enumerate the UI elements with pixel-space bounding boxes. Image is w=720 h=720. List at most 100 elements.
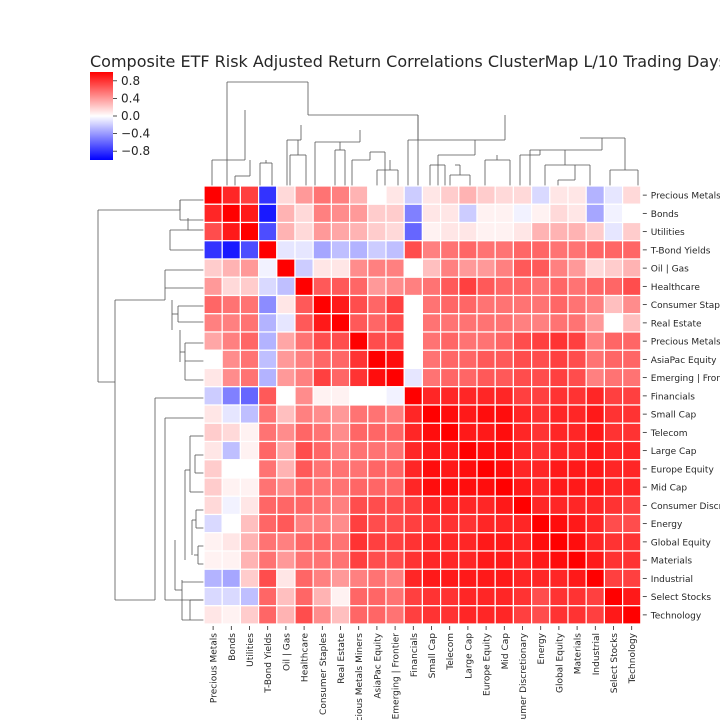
heatmap-cell — [621, 495, 642, 516]
heatmap-cell — [403, 550, 424, 570]
heatmap-cell — [603, 513, 624, 534]
heatmap-cell — [330, 586, 351, 607]
heatmap-cell — [258, 203, 278, 224]
heatmap-cell — [294, 532, 314, 552]
heatmap-cell — [403, 276, 424, 297]
heatmap-cell — [312, 349, 333, 370]
heatmap-cell — [440, 294, 460, 315]
heatmap-cell — [585, 221, 606, 242]
heatmap-cell — [203, 568, 223, 589]
heatmap-cell — [221, 495, 241, 516]
heatmap-cell — [494, 440, 515, 461]
heatmap-cell — [421, 240, 442, 260]
heatmap-cell — [258, 367, 278, 388]
heatmap-cell — [549, 185, 569, 205]
heatmap-cell — [440, 349, 460, 370]
heatmap-cell — [476, 605, 496, 625]
heatmap-cell — [458, 550, 478, 570]
heatmap-cell — [512, 294, 533, 315]
heatmap-cell — [603, 294, 624, 315]
heatmap-cell — [239, 440, 260, 461]
heatmap-cell — [476, 477, 496, 497]
heatmap-cell — [367, 349, 387, 370]
heatmap-cell — [512, 495, 533, 516]
col-label: Consumer Discretionary — [519, 632, 529, 720]
heatmap-cell — [312, 294, 333, 315]
heatmap-cell — [476, 221, 496, 242]
heatmap-cell — [403, 367, 424, 388]
heatmap-cell — [330, 495, 351, 516]
heatmap-cell — [567, 568, 587, 589]
heatmap-cell — [549, 532, 569, 552]
col-label: Technology — [628, 632, 638, 684]
heatmap-cell — [349, 513, 369, 534]
heatmap-cell — [276, 203, 296, 224]
heatmap-cell — [476, 367, 496, 388]
heatmap-cell — [621, 422, 642, 443]
heatmap-cell — [258, 313, 278, 333]
heatmap-cell — [312, 477, 333, 497]
heatmap-cell — [603, 568, 624, 589]
heatmap-cell — [476, 294, 496, 315]
heatmap-cell — [276, 349, 296, 370]
heatmap-cell — [421, 568, 442, 589]
heatmap-cell — [512, 331, 533, 351]
heatmap-cell — [421, 422, 442, 443]
heatmap-cell — [530, 203, 551, 224]
heatmap-cell — [440, 221, 460, 242]
heatmap-cell — [621, 203, 642, 224]
heatmap-cell — [276, 495, 296, 516]
heatmap-cell — [258, 422, 278, 443]
heatmap-cell — [349, 203, 369, 224]
heatmap-cell — [239, 605, 260, 625]
heatmap-cell — [385, 367, 405, 388]
heatmap-cell — [585, 586, 606, 607]
heatmap-cell — [494, 605, 515, 625]
heatmap-cell — [239, 404, 260, 424]
heatmap-cell — [440, 513, 460, 534]
heatmap-cell — [621, 313, 642, 333]
heatmap-cell — [203, 258, 223, 278]
heatmap-cell — [494, 532, 515, 552]
heatmap-cell — [549, 386, 569, 406]
heatmap-cell — [385, 568, 405, 589]
heatmap-cell — [476, 240, 496, 260]
heatmap-cell — [312, 331, 333, 351]
heatmap-cell — [530, 331, 551, 351]
heatmap-cell — [549, 221, 569, 242]
heatmap-cell — [403, 440, 424, 461]
heatmap-cell — [258, 294, 278, 315]
heatmap-cell — [221, 221, 241, 242]
heatmap-cell — [312, 422, 333, 443]
heatmap-cell — [440, 331, 460, 351]
heatmap-cell — [440, 185, 460, 205]
heatmap-cell — [603, 386, 624, 406]
heatmap-cell — [567, 331, 587, 351]
heatmap-cell — [330, 349, 351, 370]
heatmap-cell — [512, 459, 533, 479]
heatmap-cell — [312, 367, 333, 388]
heatmap-cell — [330, 386, 351, 406]
heatmap-cell — [258, 586, 278, 607]
heatmap-cell — [421, 349, 442, 370]
heatmap-cell — [512, 276, 533, 297]
heatmap-cell — [585, 459, 606, 479]
row-label: Global Equity — [651, 538, 712, 548]
heatmap-cell — [312, 568, 333, 589]
heatmap-cell — [385, 422, 405, 443]
heatmap-cell — [276, 459, 296, 479]
heatmap-cell — [221, 294, 241, 315]
heatmap-cell — [276, 440, 296, 461]
heatmap-cell — [403, 532, 424, 552]
heatmap-cell — [385, 586, 405, 607]
heatmap-cell — [403, 294, 424, 315]
heatmap-cell — [421, 459, 442, 479]
heatmap-cell — [367, 294, 387, 315]
heatmap-cell — [621, 440, 642, 461]
row-label: Precious Metals — [651, 338, 720, 348]
colorbar-tick-label: −0.4 — [121, 127, 150, 141]
heatmap-cell — [312, 404, 333, 424]
heatmap-cell — [458, 294, 478, 315]
heatmap-cell — [367, 459, 387, 479]
heatmap-cell — [403, 185, 424, 205]
